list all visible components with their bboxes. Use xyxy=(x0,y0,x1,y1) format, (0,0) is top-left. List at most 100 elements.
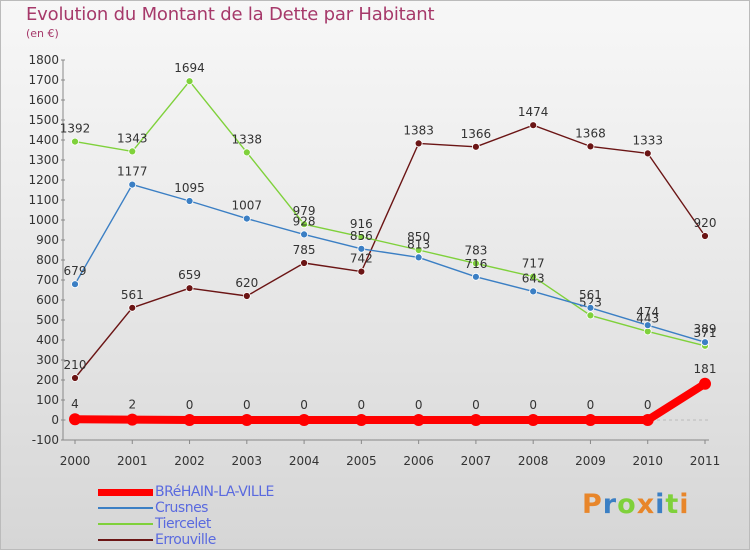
legend-item-brehain: BRéHAIN-LA-VILLE xyxy=(98,484,274,500)
y-tick-label: 900 xyxy=(36,233,59,247)
data-point xyxy=(69,413,81,426)
data-label: 1338 xyxy=(232,132,263,146)
data-label: 210 xyxy=(64,358,87,372)
data-point xyxy=(242,148,251,157)
data-point xyxy=(300,230,308,239)
y-tick-label: 100 xyxy=(36,393,59,407)
x-tick-label: 2005 xyxy=(346,454,377,468)
data-point xyxy=(300,259,308,267)
chart-legend: BRéHAIN-LA-VILLE Crusnes Tiercelet Errou… xyxy=(98,484,274,548)
data-label: 920 xyxy=(694,216,717,230)
data-label: 979 xyxy=(293,204,316,218)
y-tick-label: 500 xyxy=(36,313,59,327)
y-tick-label: 800 xyxy=(36,253,59,267)
data-label: 928 xyxy=(293,214,316,228)
x-tick-label: 2001 xyxy=(117,454,148,468)
data-point xyxy=(472,272,480,281)
data-label: 1177 xyxy=(117,165,148,179)
data-label: 717 xyxy=(522,257,545,271)
data-point xyxy=(701,232,709,240)
data-label: 0 xyxy=(300,398,308,412)
data-point xyxy=(128,303,137,312)
data-label: 2 xyxy=(128,398,136,412)
chart-title: Evolution du Montant de la Dette par Hab… xyxy=(26,4,435,25)
logo-letter: i xyxy=(679,489,690,520)
data-point xyxy=(242,292,251,300)
data-label: 1366 xyxy=(461,127,492,141)
data-point xyxy=(355,414,368,426)
y-tick-label: 1100 xyxy=(28,193,59,207)
data-point xyxy=(300,220,308,229)
data-point xyxy=(185,197,194,205)
logo-letter: P xyxy=(582,489,603,520)
data-label: 1095 xyxy=(174,181,205,195)
legend-item-crusnes: Crusnes xyxy=(98,500,274,516)
data-point xyxy=(240,414,253,426)
legend-label: Tiercelet xyxy=(155,516,211,532)
logo-letter: r xyxy=(602,489,618,520)
x-tick-label: 2010 xyxy=(632,454,663,468)
data-point xyxy=(185,77,194,86)
x-tick-label: 2007 xyxy=(461,454,492,468)
data-point xyxy=(529,287,538,296)
data-point xyxy=(126,413,139,426)
y-tick-label: 0 xyxy=(51,413,59,427)
data-label: 4 xyxy=(71,397,79,411)
y-tick-label: 600 xyxy=(36,293,59,307)
data-point xyxy=(586,142,595,151)
data-label: 1392 xyxy=(60,122,91,136)
x-tick-label: 2008 xyxy=(518,454,549,468)
data-point xyxy=(527,414,540,426)
data-label: 783 xyxy=(464,243,487,257)
data-label: 443 xyxy=(636,311,659,325)
y-tick-label: 300 xyxy=(36,353,59,367)
series-line xyxy=(74,183,706,343)
data-point xyxy=(357,232,366,241)
data-label: 1007 xyxy=(232,199,263,213)
data-point xyxy=(183,414,196,426)
y-tick-label: 1700 xyxy=(28,73,59,87)
chart-subtitle: (en €) xyxy=(26,27,59,40)
data-label: 1333 xyxy=(632,133,663,147)
y-tick-label: 200 xyxy=(36,373,59,387)
data-point xyxy=(469,414,482,426)
data-point xyxy=(412,414,425,426)
data-point xyxy=(586,303,595,312)
y-tick-label: 1300 xyxy=(28,153,59,167)
data-label: 0 xyxy=(243,398,251,412)
legend-swatch xyxy=(98,488,153,496)
data-point xyxy=(71,280,79,289)
data-label: 0 xyxy=(529,398,537,412)
data-label: 813 xyxy=(407,237,430,251)
proxiti-logo: Proxiti xyxy=(582,489,690,520)
y-tick-label: -100 xyxy=(32,433,59,447)
x-tick-label: 2009 xyxy=(575,454,606,468)
data-point xyxy=(529,121,538,130)
data-point xyxy=(414,139,423,148)
legend-swatch xyxy=(98,523,153,525)
data-label: 0 xyxy=(472,398,480,412)
data-label: 474 xyxy=(636,305,659,319)
y-tick-label: 400 xyxy=(36,333,59,347)
series-line xyxy=(74,80,706,347)
y-tick-label: 1000 xyxy=(28,213,59,227)
data-point xyxy=(128,180,137,189)
legend-item-tiercelet: Tiercelet xyxy=(98,516,274,532)
data-point xyxy=(71,374,79,382)
data-label: 0 xyxy=(415,398,423,412)
data-label: 659 xyxy=(178,268,201,282)
data-point xyxy=(242,214,251,223)
y-tick-label: 700 xyxy=(36,273,59,287)
data-label: 1474 xyxy=(518,105,549,119)
series-line xyxy=(71,379,709,424)
data-label: 0 xyxy=(644,398,652,412)
data-label: 1368 xyxy=(575,126,606,140)
data-point xyxy=(643,321,652,330)
x-tick-label: 2006 xyxy=(403,454,434,468)
data-point xyxy=(701,338,709,347)
data-label: 0 xyxy=(186,398,194,412)
data-label: 620 xyxy=(235,276,258,290)
x-tick-label: 2004 xyxy=(289,454,320,468)
